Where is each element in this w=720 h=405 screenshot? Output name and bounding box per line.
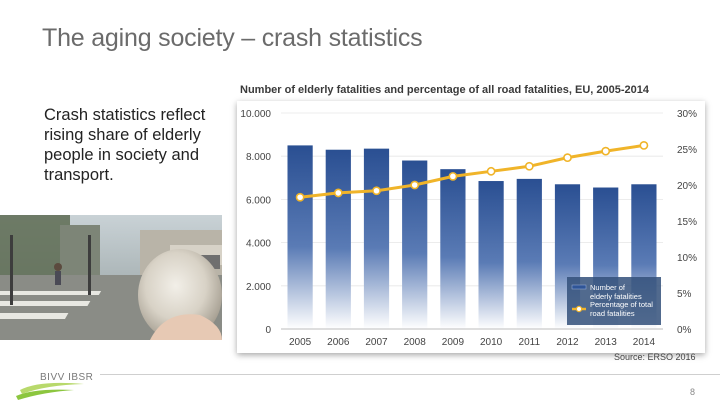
- street-photo: [0, 215, 222, 340]
- right-axis-tick-label: 30%: [677, 109, 697, 120]
- bivv-ibsr-logo: [16, 382, 84, 400]
- left-axis-tick-label: 6.000: [246, 195, 271, 206]
- line-point: [410, 180, 420, 190]
- x-axis-tick-label: 2006: [327, 337, 350, 348]
- line-point: [639, 141, 649, 150]
- line-point: [563, 153, 572, 163]
- x-axis-tick-label: 2007: [365, 337, 388, 348]
- chart: 0 2.000 4.000 6.000 8.000 10.000 0% 5% 10% 15% 20%…: [240, 109, 697, 348]
- x-axis-tick-label: 2005: [289, 337, 312, 348]
- line-point: [524, 161, 534, 171]
- line-point: [448, 171, 458, 181]
- footer-divider: [100, 374, 720, 375]
- line-point: [295, 192, 305, 202]
- bar: [516, 178, 542, 329]
- bar: [287, 145, 313, 329]
- x-axis-tick-label: 2008: [404, 337, 427, 348]
- left-axis-tick-label: 4.000: [246, 239, 271, 250]
- left-axis-tick-label: 0: [265, 325, 271, 336]
- percentage-line: [299, 143, 645, 199]
- legend-marker-line: [575, 305, 583, 313]
- x-axis-tick-label: 2011: [519, 337, 541, 348]
- right-axis-tick-label: 20%: [677, 181, 697, 192]
- x-axis-tick-label: 2010: [480, 337, 503, 348]
- line-point: [486, 166, 496, 176]
- legend-label-bars: Number of elderly fatalities: [590, 283, 642, 301]
- street-photo-graphic: [0, 215, 222, 340]
- bar: [478, 181, 504, 329]
- x-axis-tick-label: 2009: [442, 337, 465, 348]
- slide-title: The aging society – crash statistics: [42, 24, 423, 52]
- chart-title: Number of elderly fatalities and percent…: [240, 84, 649, 96]
- body-text: Crash statistics reflect rising share of…: [44, 106, 206, 184]
- x-axis-tick-label: 2014: [633, 337, 656, 348]
- left-axis-tick-label: 8.000: [246, 152, 271, 163]
- bar: [363, 148, 390, 329]
- right-axis-tick-label: 0%: [677, 325, 692, 336]
- page-number: 8: [690, 387, 696, 397]
- line-point: [372, 186, 381, 196]
- right-axis-tick-label: 5%: [677, 289, 692, 300]
- source-note: Source: ERSO 2016: [614, 352, 696, 362]
- right-axis-tick-label: 15%: [677, 217, 697, 228]
- right-axis-tick-label: 25%: [677, 145, 697, 156]
- x-axis-tick-label: 2013: [595, 337, 618, 348]
- right-axis-tick-label: 10%: [677, 253, 697, 264]
- left-axis-tick-label: 2.000: [246, 282, 271, 293]
- left-axis-tick-label: 10.000: [240, 109, 271, 120]
- chart-panel: 0 2.000 4.000 6.000 8.000 10.000 0% 5% 10% 15% 20%…: [237, 101, 705, 353]
- x-axis-tick-label: 2012: [556, 337, 579, 348]
- legend-swatch-bars: [571, 284, 587, 290]
- legend-label-line: Percentage of total road fatalities: [590, 300, 653, 318]
- line-point: [601, 146, 611, 156]
- bar: [440, 169, 466, 329]
- logo-text: BIVV IBSR: [40, 372, 94, 383]
- line-point: [333, 188, 343, 198]
- bar: [325, 149, 351, 329]
